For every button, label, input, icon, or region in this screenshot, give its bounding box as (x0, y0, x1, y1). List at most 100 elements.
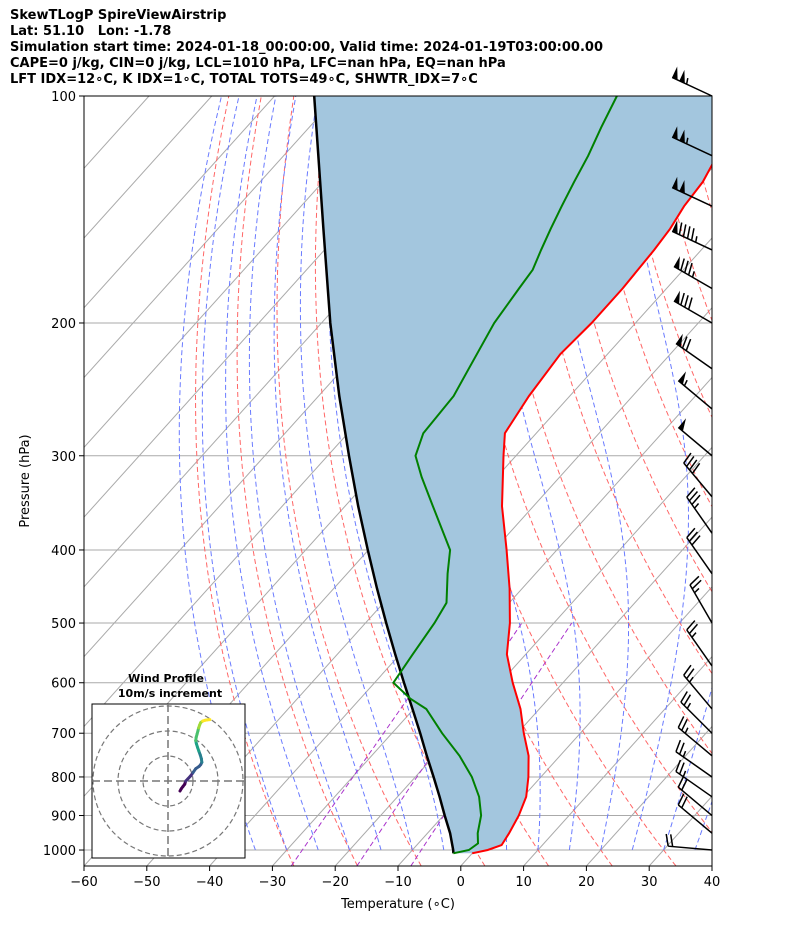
barb-flag (675, 739, 682, 752)
barb-flag (678, 742, 685, 755)
barb-shaft (671, 230, 713, 251)
wind-barb (686, 527, 713, 575)
barb-flag (686, 456, 695, 467)
barb-shaft (689, 584, 713, 624)
x-axis-label: Temperature (∘C) (340, 897, 455, 912)
hodograph-inset: Wind Profile 10m/s increment (91, 672, 246, 859)
temperature-line (471, 162, 712, 855)
y-tick-label: 300 (51, 450, 76, 465)
barb-flag (686, 487, 696, 498)
barb-shaft (680, 701, 713, 734)
moist-adiabat-line (436, 96, 541, 851)
barb-half-flag (683, 379, 688, 387)
barb-shaft (677, 380, 713, 410)
barb-flag (675, 759, 682, 772)
barb-half-flag (694, 236, 698, 243)
barb-pennant (679, 69, 685, 84)
barb-shaft (677, 786, 713, 817)
barb-flag (680, 292, 685, 306)
wind-barb (677, 793, 713, 834)
barb-flag (683, 260, 689, 273)
y-tick-label: 200 (51, 317, 76, 332)
wind-barb (683, 664, 713, 710)
moist-adiabat-line (225, 96, 319, 851)
wind-barb (671, 126, 713, 157)
x-tick-label: −30 (259, 875, 286, 890)
wind-barb (673, 290, 713, 324)
barb-flag (688, 459, 698, 471)
hodograph-trace (178, 718, 212, 793)
barb-shaft (673, 265, 713, 290)
wind-barb (677, 371, 713, 410)
isotherm-line (272, 376, 712, 866)
barb-shaft (675, 342, 713, 370)
moist-adiabat-line (543, 96, 629, 851)
wind-barb (675, 759, 713, 798)
header-indices-lifted: LFT IDX=12∘C, K IDX=1∘C, TOTAL TOTS=49∘C… (10, 72, 478, 87)
isotherm-line (84, 96, 401, 449)
wind-barb (686, 487, 713, 534)
parcel-path-line (312, 96, 455, 854)
dewpoint-line (392, 96, 618, 855)
barb-flag (688, 531, 699, 542)
header-latlon: Lat: 51.10 Lon: -1.78 (10, 24, 172, 39)
barb-flag (691, 579, 702, 590)
y-tick-label: 500 (51, 617, 76, 632)
barb-flag (669, 834, 674, 847)
x-tick-label: −50 (133, 875, 160, 890)
barb-shaft (677, 804, 713, 834)
x-tick-label: −10 (384, 875, 411, 890)
dry-adiabat-line (314, 96, 486, 866)
moist-adiabat-line (619, 96, 690, 851)
isotherm-line (84, 96, 338, 379)
barb-half-flag (691, 632, 697, 638)
y-tick-label: 400 (51, 544, 76, 559)
x-tick-label: 40 (704, 875, 721, 890)
moist-adiabat-line (299, 96, 413, 851)
moist-adiabat-line (484, 96, 581, 851)
mixing-ratio-line (410, 622, 573, 866)
wind-barb (683, 452, 713, 498)
barb-flag (683, 452, 692, 464)
barb-shaft (671, 186, 713, 207)
x-tick-label: 30 (641, 875, 658, 890)
barb-flag (681, 336, 688, 349)
wind-barb (677, 418, 713, 457)
moist-adiabat-line (201, 96, 288, 851)
barb-half-flag (682, 770, 687, 777)
wind-barb (671, 220, 713, 251)
barb-flag (690, 228, 695, 241)
barb-flag (691, 462, 701, 474)
barb-flag (678, 762, 685, 775)
barb-flag (682, 224, 687, 237)
barb-flag (680, 258, 685, 271)
isotherm-line (586, 725, 712, 866)
isotherm-line (523, 655, 712, 866)
barb-shaft (671, 76, 713, 97)
barb-shaft (671, 136, 713, 157)
y-tick-label: 1000 (43, 844, 76, 859)
dry-adiabat-line (781, 96, 794, 866)
barb-shaft (675, 751, 713, 778)
dry-adiabat-line (585, 96, 712, 508)
barb-pennant (678, 418, 686, 432)
y-tick-label: 600 (51, 677, 76, 692)
barb-pennant (673, 256, 680, 270)
barb-flag (678, 222, 683, 235)
moist-adiabats (178, 96, 712, 851)
barb-flag (687, 262, 693, 276)
wind-barb (671, 66, 713, 97)
hodograph-rings (92, 704, 245, 858)
dry-adiabat-line (194, 96, 295, 866)
isotherm-line (84, 96, 213, 239)
barb-half-flag (685, 137, 689, 145)
moist-adiabat-line (694, 799, 712, 851)
barb-shaft (683, 674, 713, 710)
dry-adiabat-line (520, 96, 712, 675)
x-tick-label: 10 (515, 875, 532, 890)
y-tick-label: 900 (51, 810, 76, 825)
moist-adiabat-line (328, 96, 445, 851)
axes: −60 −50 −40 −30 −20 −10 0 10 20 30 40 1000 900 800 700… (43, 90, 720, 890)
barb-flag (686, 226, 691, 239)
dry-adiabat-line (683, 96, 712, 213)
